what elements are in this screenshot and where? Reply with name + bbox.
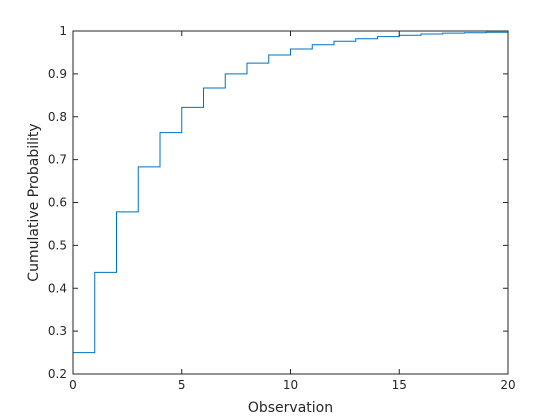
y-tick-label: 1 [59,24,67,38]
x-tick-label: 0 [69,378,77,392]
ticks-layer: 0 5 10 15 20 0.2 0.3 0.4 0.5 0.6 0.7 0.8 0.9 1 [48,24,516,392]
x-tick-label: 5 [178,378,186,392]
plot-area [73,31,508,374]
y-tick-label: 0.3 [48,324,67,338]
x-axis-label: Observation [248,400,333,416]
plot-background [73,31,508,374]
y-axis-label: Cumulative Probability [26,123,42,281]
series-line-0 [73,31,509,354]
y-tick-label: 0.8 [48,110,67,124]
y-tick-label: 0.6 [48,196,67,210]
y-tick-label: 0.4 [48,281,67,295]
y-tick-label: 0.5 [48,238,67,252]
y-tick-label: 0.2 [48,367,67,381]
x-tick-label: 20 [500,378,515,392]
x-tick-label: 10 [283,378,298,392]
y-tick-label: 0.7 [48,153,67,167]
x-tick-label: 15 [392,378,407,392]
series-layer [73,31,509,354]
y-tick-label: 0.9 [48,67,67,81]
